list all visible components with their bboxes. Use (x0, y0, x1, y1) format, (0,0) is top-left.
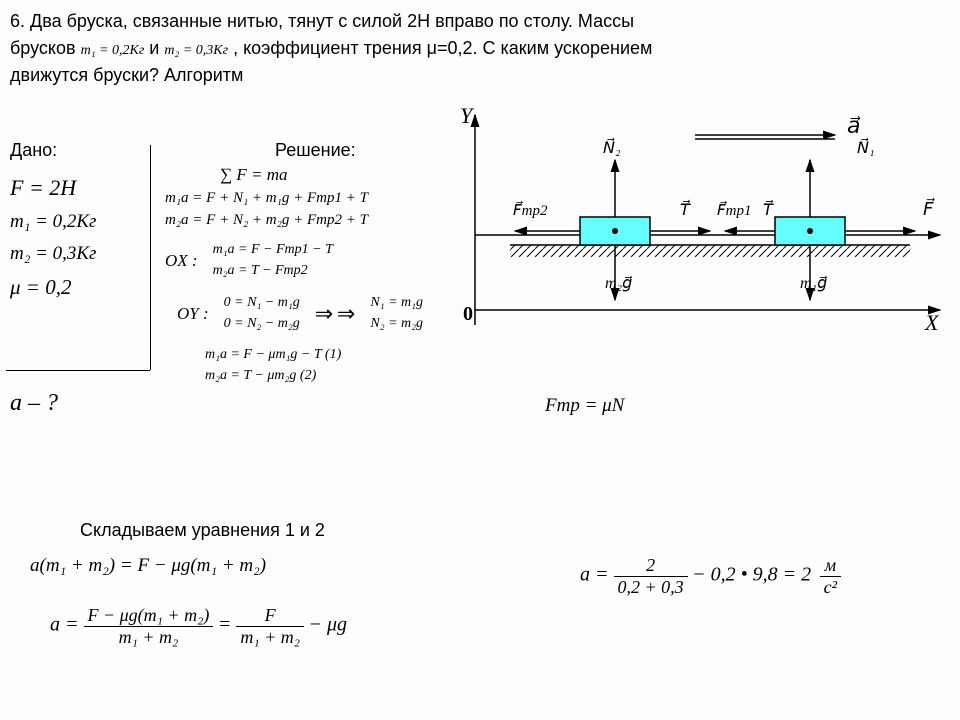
origin-label: 0 (463, 303, 473, 325)
given-divider-v (150, 145, 151, 370)
eq-ox2: m₂a = T − Fтр2 (213, 263, 333, 279)
m2g-label: m₂g⃗ (605, 275, 632, 292)
oy-label: OY : (177, 304, 209, 324)
given-mu: μ = 0,2 (10, 275, 140, 300)
implies-icon: ⇒ (337, 301, 355, 327)
final-b-num2: F (236, 605, 304, 627)
eq-imp1: N₁ = m₁g (370, 295, 423, 311)
final-b-den2: m₁ + m₂ (236, 627, 304, 648)
line2b: и (149, 38, 159, 58)
given-f: F = 2H (10, 175, 140, 201)
eq-sub2: m₂a = T − μm₂g (2) (205, 368, 525, 384)
m1g-label: m₁g⃗ (800, 275, 827, 292)
accel-label: a⃗ (847, 113, 861, 138)
line1: 6. Два бруска, связанные нитью, тянут с … (10, 11, 634, 31)
given-divider-h (6, 370, 150, 371)
given-m2: m₂ = 0,3Кг (10, 243, 140, 265)
line2a: брусков (10, 38, 76, 58)
x-axis-label: X (924, 310, 940, 335)
final-b-tail: − μg (309, 614, 348, 636)
final-c-den: 0,2 + 0,3 (614, 577, 688, 598)
final-c-unum: м (820, 555, 841, 577)
y-axis-label: Y (460, 105, 475, 128)
solution-label: Решение: (275, 140, 356, 161)
add-eq-label: Складываем уравнения 1 и 2 (80, 520, 325, 541)
m1-inline: m₁ = 0,2Кг (81, 43, 145, 58)
problem-statement: 6. Два бруска, связанные нитью, тянут с … (10, 8, 930, 89)
final-b-den1: m₁ + m₂ (84, 627, 214, 648)
final-c-mid: − 0,2 • 9,8 = 2 (692, 564, 811, 586)
force-diagram: Y X 0 a⃗ N⃗₂ m₂g⃗ F⃗тр2 T⃗ N⃗₁ m₁g⃗ F⃗тр… (455, 105, 950, 355)
final-c-uden: c² (820, 577, 841, 598)
final-b-num1: F − μg(m₁ + m₂) (84, 605, 214, 627)
eq-ox1: m₁a = F − Fтр1 − T (213, 242, 333, 258)
n1-label: N⃗₁ (857, 137, 875, 157)
line3: движутся бруски? Алгоритм (10, 65, 243, 85)
given-box: F = 2H m₁ = 0,2Кг m₂ = 0,3Кг μ = 0,2 (10, 165, 150, 310)
eq-imp2: N₂ = m₂g (370, 316, 423, 332)
t2-label: T⃗ (680, 199, 691, 219)
eq-oy1: 0 = N₁ − m₁g (224, 295, 300, 311)
final-eq-c: a = 2 0,2 + 0,3 − 0,2 • 9,8 = 2 м c² (580, 555, 841, 598)
ox-label: OX : (165, 251, 198, 271)
final-eq-a: a(m₁ + m₂) = F − μg(m₁ + m₂) (30, 555, 266, 577)
t1-label: T⃗ (763, 199, 774, 219)
f-label: F⃗ (923, 198, 935, 219)
ftr2-label: F⃗тр2 (513, 200, 548, 219)
given-ask: a – ? (10, 390, 58, 417)
final-eq-b: a = F − μg(m₁ + m₂) m₁ + m₂ = F m₁ + m₂ … (50, 605, 347, 648)
given-m1: m₁ = 0,2Кг (10, 211, 140, 233)
m2-inline: m₂ = 0,3Кг (164, 43, 228, 58)
n2-label: N⃗₂ (603, 137, 621, 157)
final-c-num: 2 (614, 555, 688, 577)
line2c: , коэффициент трения μ=0,2. С каким уско… (233, 38, 652, 58)
implies-icon: ⇒ (315, 301, 333, 327)
eq-oy2: 0 = N₂ − m₂g (224, 316, 300, 332)
given-label: Дано: (10, 140, 57, 161)
ftr1-label: F⃗тр1 (717, 200, 751, 219)
eq-fmp: Fтр = μN (545, 395, 624, 417)
